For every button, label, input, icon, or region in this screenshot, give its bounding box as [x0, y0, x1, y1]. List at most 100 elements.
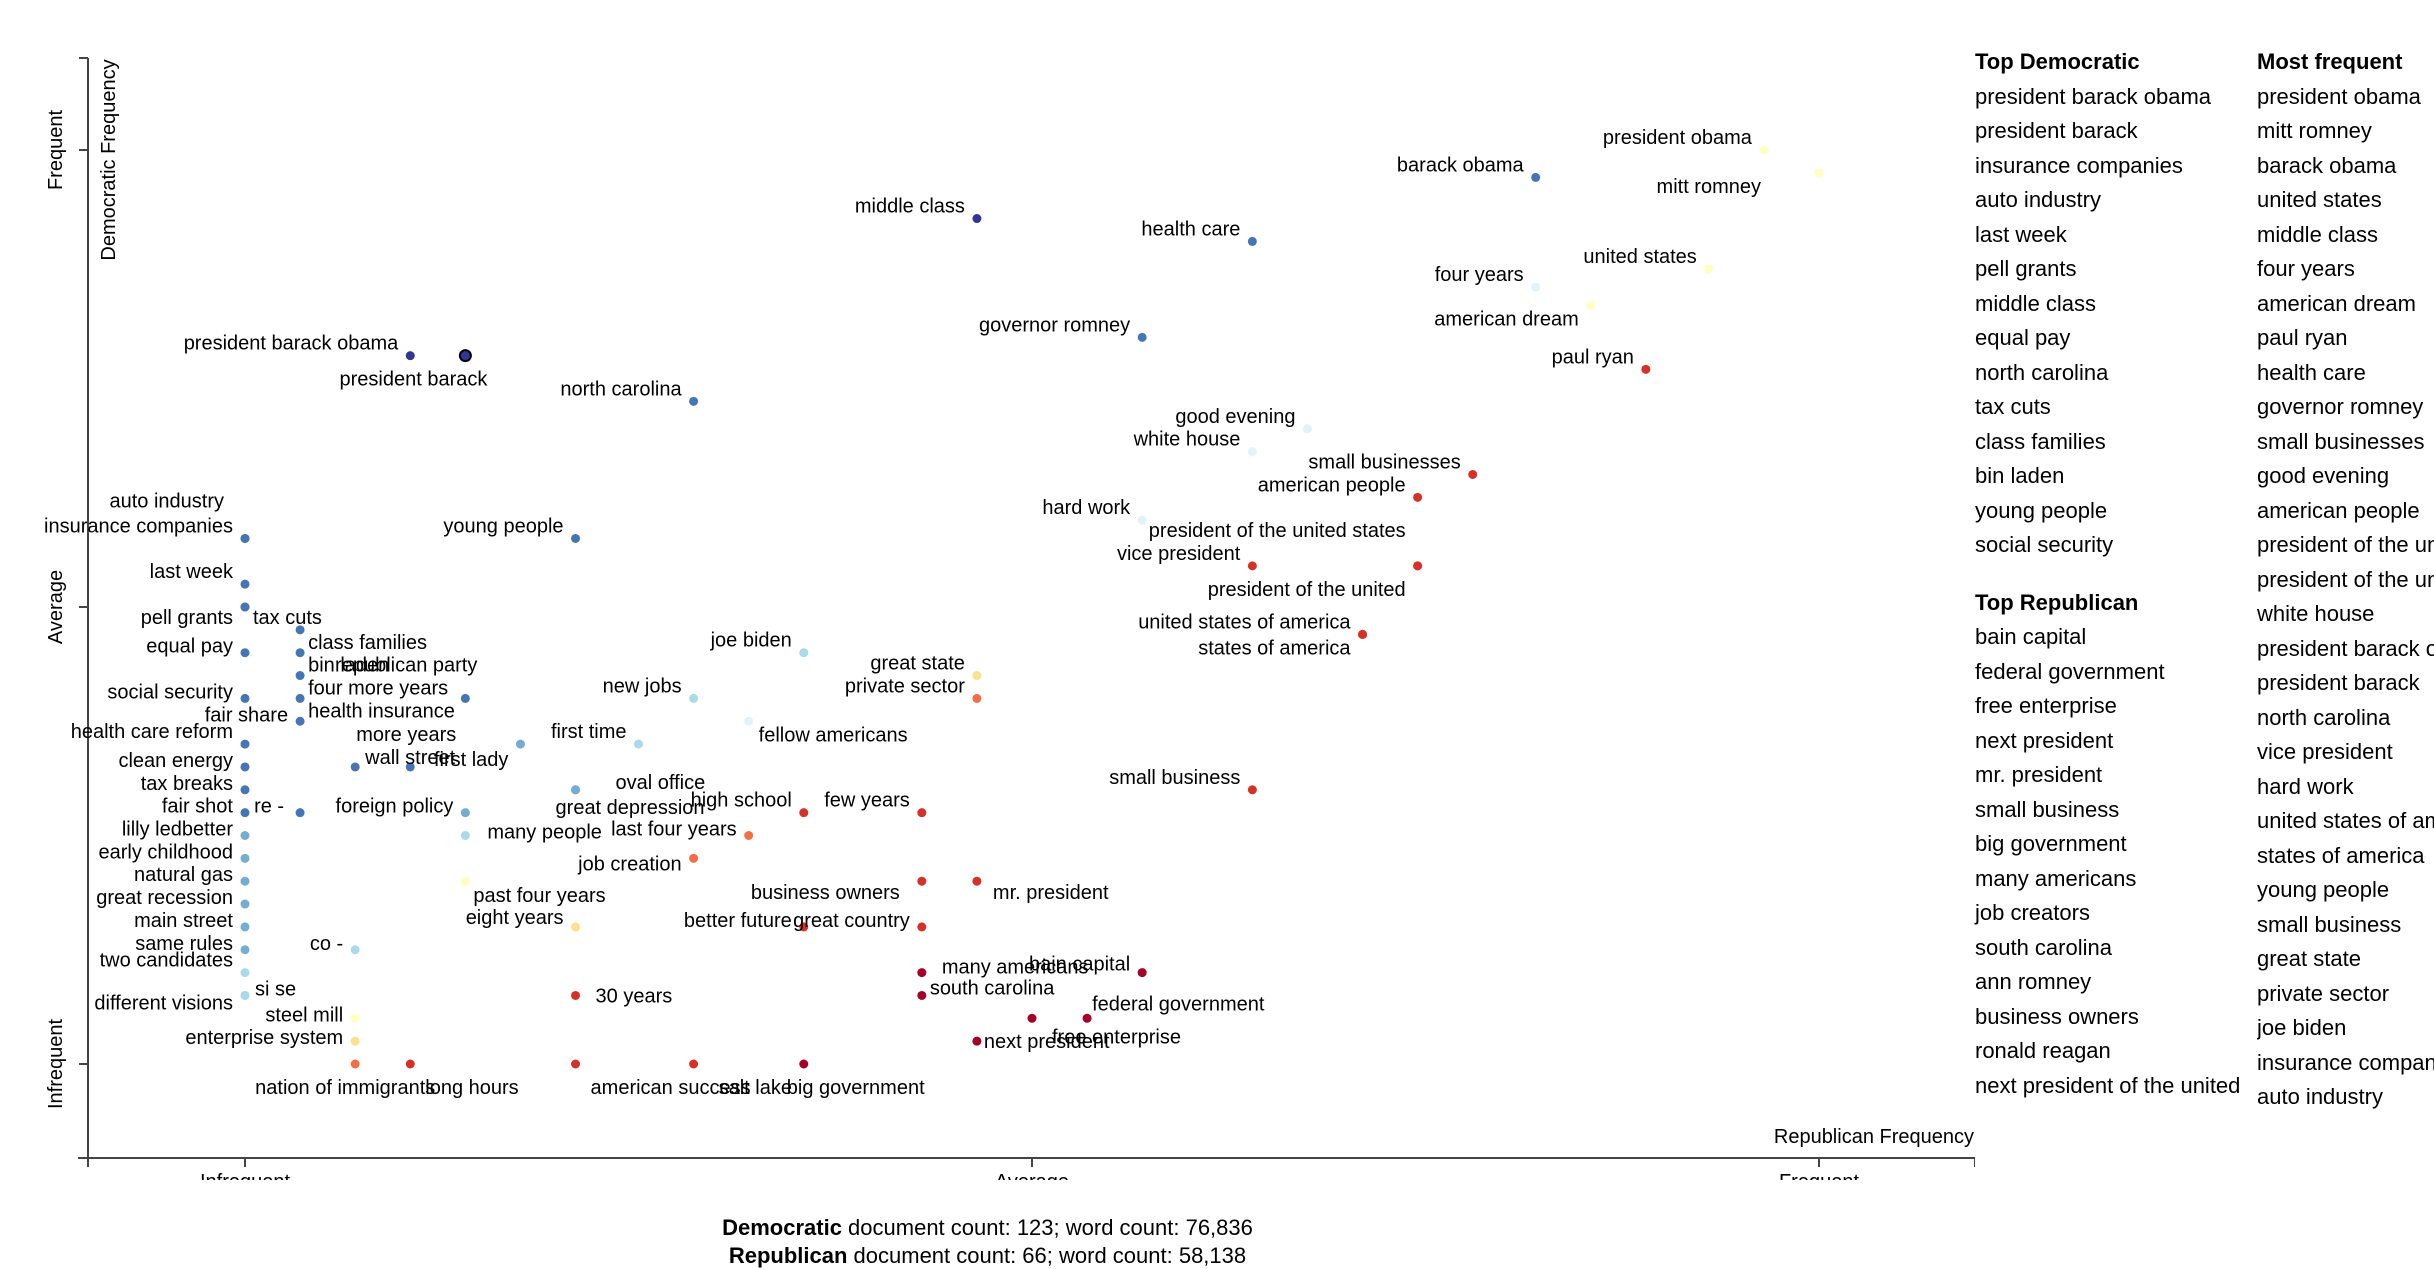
data-point[interactable]: [571, 533, 581, 543]
point-label[interactable]: foreign policy: [336, 796, 454, 818]
point-label[interactable]: insurance companies: [44, 515, 233, 537]
data-point[interactable]: [1413, 492, 1423, 502]
data-point[interactable]: [634, 739, 643, 749]
data-point[interactable]: [240, 808, 250, 818]
point-label[interactable]: states of america: [1198, 637, 1351, 659]
point-label[interactable]: free enterprise: [1052, 1026, 1181, 1048]
term-item[interactable]: four years: [2257, 256, 2355, 281]
term-item[interactable]: hard work: [2257, 773, 2354, 799]
point-label[interactable]: great depression: [556, 797, 705, 819]
data-point[interactable]: [917, 922, 927, 932]
point-label[interactable]: paul ryan: [1552, 346, 1634, 368]
data-point[interactable]: [350, 1013, 360, 1023]
point-label[interactable]: steel mill: [265, 1004, 343, 1026]
point-label[interactable]: small business: [1109, 767, 1240, 789]
point-label[interactable]: clean energy: [118, 750, 233, 772]
data-point[interactable]: [240, 899, 250, 909]
term-item[interactable]: great state: [2257, 946, 2361, 971]
data-point[interactable]: [1082, 1013, 1092, 1023]
point-label[interactable]: last week: [150, 561, 234, 583]
data-point[interactable]: [1704, 264, 1714, 274]
data-point[interactable]: [689, 396, 699, 406]
data-point[interactable]: [240, 579, 250, 589]
data-point[interactable]: [240, 968, 250, 978]
data-point[interactable]: [295, 671, 305, 681]
data-point[interactable]: [571, 785, 581, 795]
point-label[interactable]: class families: [308, 632, 427, 654]
point-label[interactable]: main street: [134, 910, 233, 932]
point-label[interactable]: president of the united: [1208, 579, 1406, 601]
point-label[interactable]: natural gas: [134, 864, 233, 886]
point-label[interactable]: auto industry: [109, 490, 224, 512]
point-label[interactable]: two candidates: [100, 950, 233, 972]
point-label[interactable]: co -: [310, 933, 343, 955]
point-label[interactable]: fair shot: [162, 796, 234, 818]
point-label[interactable]: new jobs: [603, 675, 682, 697]
point-label[interactable]: pell grants: [141, 607, 233, 629]
data-point[interactable]: [240, 876, 250, 886]
point-label[interactable]: salt lake: [719, 1077, 792, 1099]
data-point[interactable]: [405, 762, 415, 772]
point-label[interactable]: great recession: [96, 887, 233, 909]
term-item[interactable]: auto industry: [1975, 187, 2101, 212]
point-label[interactable]: next president: [984, 1031, 1110, 1053]
term-item[interactable]: governor romney: [2257, 394, 2424, 419]
data-point[interactable]: [295, 716, 305, 726]
term-item[interactable]: president obama: [2257, 83, 2421, 109]
data-point[interactable]: [460, 693, 470, 703]
term-item[interactable]: small business: [2257, 911, 2402, 937]
term-item[interactable]: private sector: [2257, 980, 2390, 1006]
term-item[interactable]: next president of the united: [1975, 1072, 2241, 1098]
point-label[interactable]: nation of immigrants: [255, 1077, 435, 1099]
point-label[interactable]: high school: [691, 790, 792, 812]
data-point[interactable]: [1302, 424, 1312, 434]
term-item[interactable]: business owners: [1975, 1003, 2139, 1029]
point-label[interactable]: health care: [1141, 218, 1240, 240]
data-point[interactable]: [240, 648, 250, 658]
data-point[interactable]: [405, 351, 415, 361]
term-item[interactable]: auto industry: [2257, 1084, 2383, 1109]
data-point[interactable]: [460, 808, 470, 818]
data-point[interactable]: [917, 990, 927, 1000]
point-label[interactable]: young people: [443, 515, 563, 537]
term-item[interactable]: white house: [2257, 601, 2375, 626]
point-label[interactable]: governor romney: [979, 314, 1130, 336]
point-label[interactable]: tax cuts: [253, 607, 322, 629]
term-item[interactable]: american people: [2257, 497, 2420, 523]
data-point[interactable]: [240, 945, 250, 955]
data-point[interactable]: [1137, 968, 1147, 978]
point-label[interactable]: mr. president: [993, 882, 1109, 904]
point-label[interactable]: enterprise system: [185, 1027, 343, 1049]
term-item[interactable]: president barack: [2257, 670, 2420, 695]
point-label[interactable]: vice president: [1117, 543, 1241, 565]
data-point[interactable]: [1027, 1013, 1037, 1023]
data-point[interactable]: [917, 808, 927, 818]
term-item[interactable]: south carolina: [1975, 934, 2112, 960]
term-item[interactable]: bain capital: [1975, 624, 2087, 649]
data-point[interactable]: [1137, 332, 1147, 342]
data-point[interactable]: [1531, 282, 1541, 292]
point-label[interactable]: great country: [793, 910, 910, 932]
data-point[interactable]: [240, 785, 250, 795]
point-label[interactable]: long hours: [425, 1077, 518, 1099]
point-label[interactable]: si se: [255, 978, 296, 1000]
point-label[interactable]: lilly ledbetter: [122, 819, 234, 841]
data-point[interactable]: [350, 1059, 360, 1069]
data-point[interactable]: [460, 876, 470, 886]
term-item[interactable]: small business: [1975, 796, 2120, 822]
term-item[interactable]: social security: [1975, 532, 2114, 557]
term-item[interactable]: president of the united: [2257, 566, 2434, 592]
point-label[interactable]: first time: [551, 721, 627, 743]
point-label[interactable]: american people: [1258, 474, 1406, 496]
data-point[interactable]: [972, 214, 982, 224]
point-label[interactable]: health insurance: [308, 700, 455, 722]
term-item[interactable]: job creators: [1975, 900, 2090, 925]
data-point[interactable]: [799, 1059, 809, 1069]
point-label[interactable]: last four years: [611, 819, 737, 841]
term-item[interactable]: young people: [2257, 877, 2390, 902]
data-point[interactable]: [240, 739, 250, 749]
term-item[interactable]: paul ryan: [2257, 325, 2348, 350]
term-item[interactable]: north carolina: [2257, 704, 2391, 730]
term-item[interactable]: joe biden: [2257, 1015, 2347, 1040]
term-item[interactable]: tax cuts: [1975, 394, 2051, 419]
